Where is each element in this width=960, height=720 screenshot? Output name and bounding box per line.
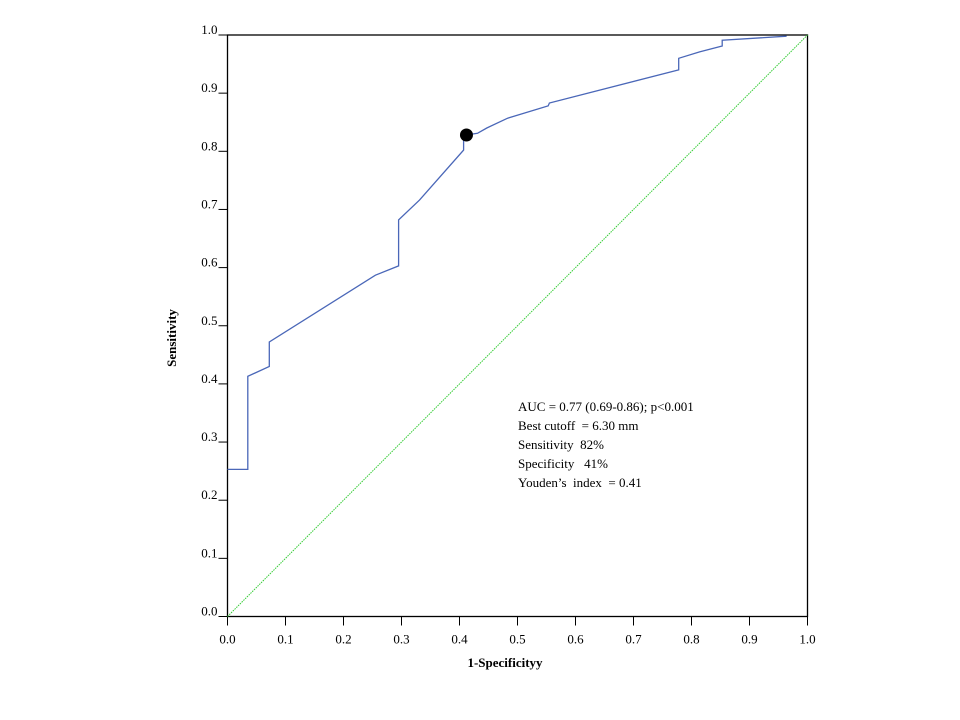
x-axis-ticks: 0.0 0.1 0.2 0.3 0.4 0.5 0.6 0.7 0.8 0.9 1.0 [219, 616, 816, 647]
x-tick-label: 0.5 [509, 632, 525, 647]
y-tick-label: 0.2 [201, 487, 217, 502]
x-tick-label: 0.8 [683, 632, 699, 647]
youden-index-annotation: Youden’s index = 0.41 [518, 475, 642, 490]
roc-curve-line [227, 35, 787, 471]
y-tick-label: 0.4 [201, 371, 218, 386]
y-tick-label: 0.0 [201, 604, 217, 619]
x-tick-label: 0.4 [451, 632, 468, 647]
y-axis-ticks: 0.0 0.1 0.2 0.3 0.4 0.5 0.6 0.7 0.8 0.9 1.0 [201, 22, 228, 619]
y-tick-label: 0.7 [201, 196, 218, 211]
x-tick-label: 1.0 [799, 632, 815, 647]
best-cutoff-point-marker [459, 128, 473, 142]
x-tick-label: 0.9 [741, 632, 757, 647]
specificity-annotation: Specificity 41% [518, 456, 608, 471]
x-tick-label: 0.7 [625, 632, 642, 647]
y-tick-label: 0.9 [201, 80, 217, 95]
reference-diagonal-line [227, 34, 808, 617]
y-tick-label: 0.1 [201, 545, 217, 560]
y-tick-label: 0.5 [201, 313, 217, 328]
auc-annotation: AUC = 0.77 (0.69-0.86); p<0.001 [518, 399, 694, 414]
x-tick-label: 0.2 [335, 632, 351, 647]
y-tick-label: 0.8 [201, 138, 217, 153]
x-tick-label: 0.0 [219, 632, 235, 647]
y-tick-label: 1.0 [201, 22, 217, 37]
x-tick-label: 0.6 [567, 632, 584, 647]
x-tick-label: 0.3 [393, 632, 409, 647]
x-axis-title: 1-Specificityy [467, 655, 543, 670]
x-tick-label: 0.1 [277, 632, 293, 647]
y-tick-label: 0.6 [201, 255, 218, 270]
best-cutoff-annotation: Best cutoff = 6.30 mm [518, 418, 638, 433]
y-tick-label: 0.3 [201, 429, 217, 444]
statistics-annotation: AUC = 0.77 (0.69-0.86); p<0.001 Best cut… [518, 399, 694, 490]
y-axis-title: Sensitivity [164, 309, 179, 367]
sensitivity-annotation: Sensitivity 82% [518, 437, 604, 452]
